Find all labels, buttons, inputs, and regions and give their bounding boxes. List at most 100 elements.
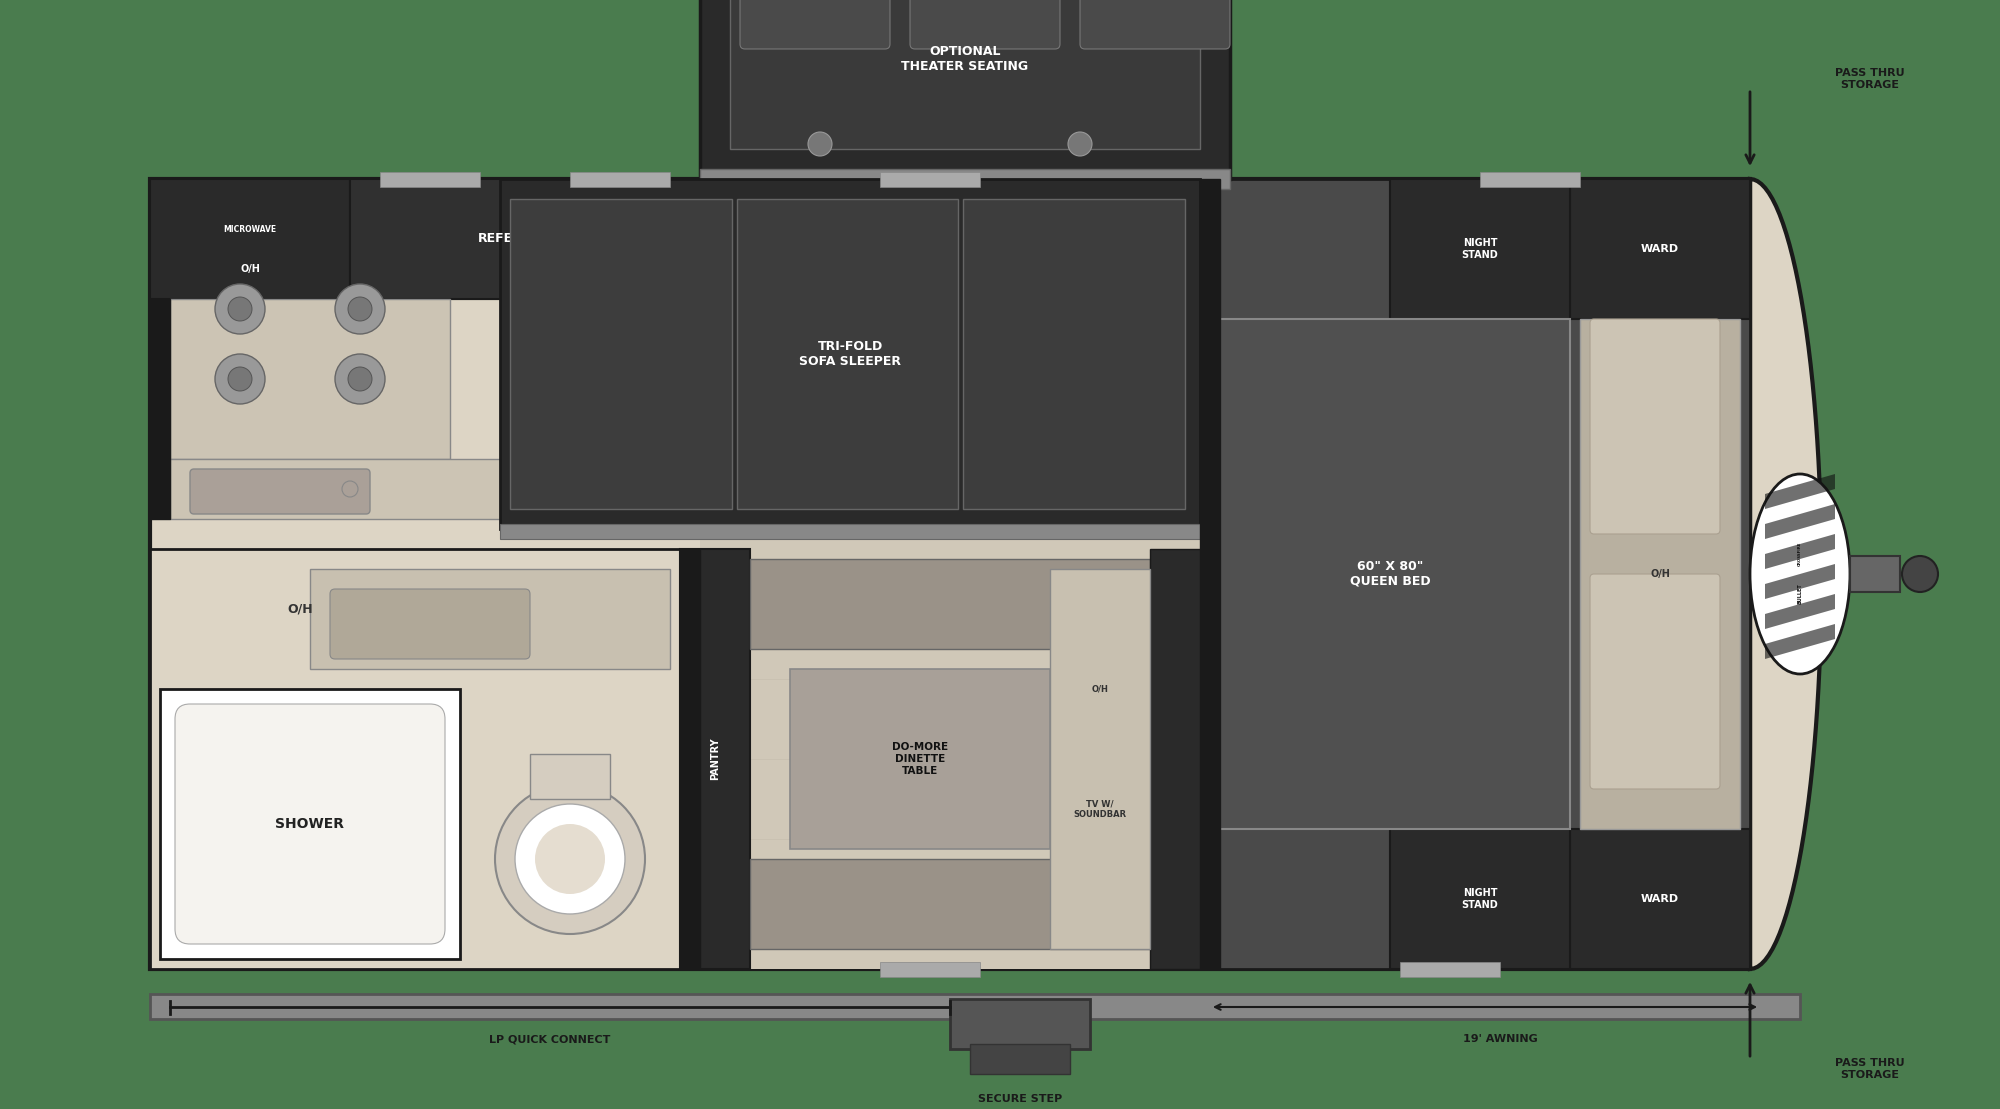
Bar — [700, 169, 1230, 189]
Text: PANTRY: PANTRY — [710, 737, 720, 781]
Text: SECURE STEP: SECURE STEP — [978, 1093, 1062, 1103]
Circle shape — [216, 284, 264, 334]
Circle shape — [496, 784, 644, 934]
Bar — [350, 179, 650, 299]
FancyBboxPatch shape — [1590, 319, 1720, 535]
Bar — [150, 179, 1330, 299]
Bar — [790, 669, 1050, 849]
Circle shape — [348, 297, 372, 321]
Circle shape — [1068, 132, 1092, 156]
Text: WARD: WARD — [1640, 244, 1680, 254]
Text: 19' AWNING: 19' AWNING — [1462, 1034, 1538, 1044]
Bar — [1050, 569, 1150, 949]
Text: 60" X 80"
QUEEN BED: 60" X 80" QUEEN BED — [1350, 560, 1430, 588]
Bar — [150, 179, 350, 299]
Bar — [750, 859, 1150, 949]
Bar — [736, 199, 958, 509]
FancyBboxPatch shape — [190, 469, 370, 513]
Bar — [750, 559, 1150, 649]
Bar — [150, 299, 170, 519]
Polygon shape — [1766, 594, 1836, 629]
Text: PASS THRU
STORAGE: PASS THRU STORAGE — [1836, 1058, 1904, 1080]
Bar — [1390, 179, 1570, 319]
Circle shape — [216, 354, 264, 404]
Bar — [880, 962, 980, 977]
Bar — [964, 199, 1186, 509]
Ellipse shape — [1750, 474, 1850, 674]
Text: LP QUICK CONNECT: LP QUICK CONNECT — [490, 1034, 610, 1044]
Bar — [700, 179, 1330, 969]
Text: TRI-FOLD
SOFA SLEEPER: TRI-FOLD SOFA SLEEPER — [800, 340, 900, 368]
Text: TV W/
SOUNDBAR: TV W/ SOUNDBAR — [1074, 800, 1126, 818]
Text: CROSSFIRE: CROSSFIRE — [1798, 542, 1802, 567]
Text: OPTIONAL
THEATER SEATING: OPTIONAL THEATER SEATING — [902, 45, 1028, 73]
Bar — [310, 569, 670, 669]
Bar — [1200, 179, 1220, 969]
Bar — [1150, 549, 1210, 969]
Text: NIGHT
STAND: NIGHT STAND — [1462, 888, 1498, 909]
Bar — [1580, 319, 1740, 830]
FancyBboxPatch shape — [330, 589, 530, 659]
Text: O/H: O/H — [1092, 684, 1108, 693]
Bar — [160, 689, 460, 959]
Bar — [1570, 179, 1750, 319]
FancyBboxPatch shape — [1080, 0, 1230, 49]
Bar — [170, 299, 450, 459]
Text: BULLET: BULLET — [1798, 583, 1802, 604]
Bar — [880, 172, 980, 187]
Text: NIGHT
STAND: NIGHT STAND — [1462, 238, 1498, 260]
Bar — [1400, 962, 1500, 977]
Circle shape — [228, 297, 252, 321]
Bar — [1850, 556, 1900, 592]
Bar — [730, 0, 1200, 149]
Polygon shape — [1766, 503, 1836, 539]
Bar — [680, 549, 750, 969]
Bar — [970, 1044, 1070, 1074]
FancyBboxPatch shape — [1590, 574, 1720, 788]
Text: SHOWER: SHOWER — [276, 817, 344, 831]
Bar — [380, 172, 480, 187]
Bar — [530, 754, 610, 798]
Bar — [500, 523, 1200, 539]
Circle shape — [336, 354, 384, 404]
FancyBboxPatch shape — [176, 704, 444, 944]
Bar — [150, 549, 680, 969]
Text: DO-MORE
DINETTE
TABLE: DO-MORE DINETTE TABLE — [892, 742, 948, 775]
FancyBboxPatch shape — [910, 0, 1060, 49]
Text: O/H: O/H — [1650, 569, 1670, 579]
Bar — [1210, 179, 1750, 969]
Bar — [950, 999, 1090, 1049]
Bar — [510, 199, 732, 509]
Circle shape — [342, 481, 358, 497]
Circle shape — [228, 367, 252, 391]
Bar — [150, 179, 1750, 969]
Bar — [700, 0, 1230, 179]
Text: PASS THRU
STORAGE: PASS THRU STORAGE — [1836, 68, 1904, 90]
Text: REFER: REFER — [478, 233, 522, 245]
Text: O/H: O/H — [240, 264, 260, 274]
Bar — [1220, 319, 1570, 830]
Text: WARD: WARD — [1640, 894, 1680, 904]
Circle shape — [808, 132, 832, 156]
Polygon shape — [1750, 179, 1822, 969]
Circle shape — [336, 284, 384, 334]
Bar — [150, 994, 1800, 1019]
Bar — [500, 179, 1200, 529]
Bar — [680, 549, 700, 969]
Text: O/H: O/H — [288, 602, 312, 615]
Bar — [1390, 830, 1570, 969]
Text: MICROWAVE: MICROWAVE — [224, 224, 276, 234]
Bar — [1480, 172, 1580, 187]
Circle shape — [348, 367, 372, 391]
Bar — [1570, 830, 1750, 969]
Polygon shape — [1766, 474, 1836, 509]
Polygon shape — [1766, 564, 1836, 599]
Bar — [570, 172, 670, 187]
Circle shape — [1902, 556, 1938, 592]
Polygon shape — [1766, 535, 1836, 569]
Bar — [170, 459, 630, 519]
Circle shape — [516, 804, 624, 914]
Circle shape — [536, 824, 604, 894]
Polygon shape — [1766, 624, 1836, 659]
FancyBboxPatch shape — [740, 0, 890, 49]
